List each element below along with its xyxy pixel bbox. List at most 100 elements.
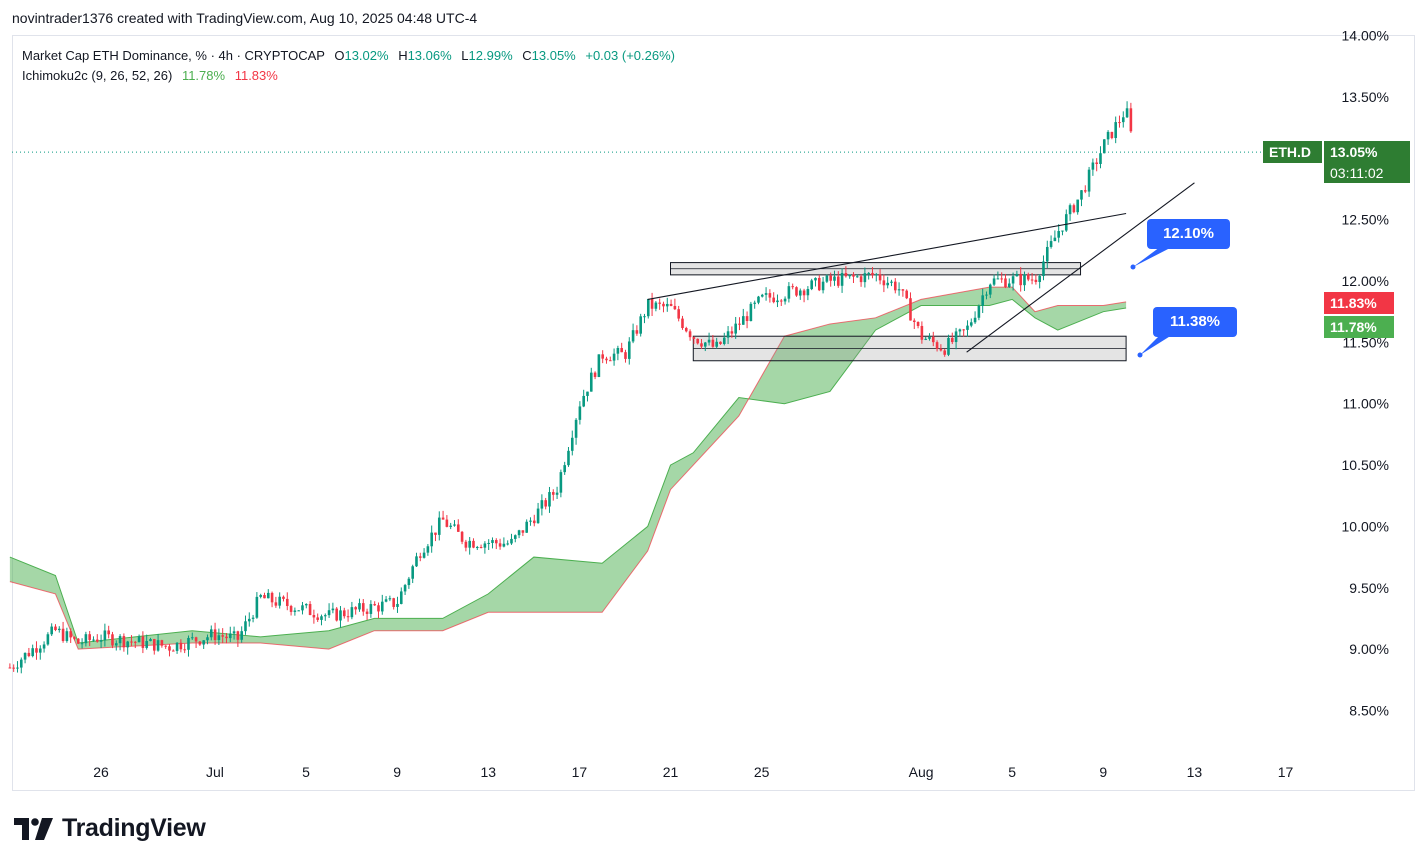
trendline-2: [966, 182, 1195, 353]
candle-body: [365, 611, 369, 614]
candle-body: [836, 276, 840, 286]
candle-body: [88, 634, 91, 640]
candle-body: [612, 353, 616, 361]
candle-body: [156, 640, 160, 651]
candle-body: [1023, 274, 1026, 286]
change-value: +0.03 (+0.26%): [585, 48, 675, 63]
candle-body: [958, 329, 962, 332]
candle-body: [977, 305, 981, 318]
candle-body: [920, 325, 924, 340]
chart-frame[interactable]: [12, 35, 1415, 791]
candle-body: [882, 280, 886, 286]
candle-body: [301, 605, 304, 611]
candle-body: [133, 641, 137, 643]
candle-body: [1064, 214, 1068, 231]
symbol-legend-row[interactable]: Market Cap ETH Dominance, % · 4h · CRYPT…: [22, 46, 675, 66]
candle-body: [867, 272, 870, 274]
candle-body: [916, 322, 920, 326]
x-tick-label: Aug: [909, 764, 934, 780]
candle-body: [114, 643, 118, 646]
candle-body: [924, 338, 927, 340]
candle-body: [285, 598, 289, 607]
candle-body: [335, 608, 338, 621]
candle-body: [1026, 274, 1030, 280]
candle-body: [688, 331, 692, 338]
candle-body: [95, 639, 99, 642]
candle-body: [597, 354, 601, 377]
candle-body: [373, 604, 376, 606]
candle-body: [973, 317, 977, 323]
candle-body: [38, 648, 42, 653]
candle-body: [1076, 199, 1079, 213]
candle-body: [202, 640, 205, 645]
candle-body: [46, 634, 50, 645]
candle-body: [810, 280, 813, 290]
candle-body: [738, 323, 741, 325]
candle-body: [863, 273, 867, 283]
callout-upper[interactable]: 12.10%: [1147, 219, 1230, 249]
candle-body: [1007, 283, 1011, 288]
candle-body: [1042, 261, 1045, 277]
close-label: C: [522, 48, 532, 63]
candle-body: [719, 341, 722, 344]
candle-body: [263, 595, 266, 599]
candle-body: [559, 472, 563, 493]
y-tick-label: 12.00%: [1342, 273, 1389, 289]
tradingview-logo[interactable]: TradingView: [14, 814, 206, 843]
candle-body: [225, 636, 228, 639]
candle-body: [76, 638, 80, 644]
candle-body: [814, 277, 817, 281]
candle-body: [567, 450, 570, 466]
candle-body: [806, 289, 810, 296]
candle-body: [270, 592, 274, 603]
candle-body: [757, 296, 760, 303]
candle-body: [909, 298, 912, 321]
candle-body: [1118, 122, 1121, 124]
y-tick-label: 10.00%: [1342, 518, 1389, 534]
candle-body: [1121, 117, 1125, 123]
callout-lower[interactable]: 11.38%: [1153, 307, 1237, 337]
candle-body: [472, 540, 475, 548]
candle-body: [878, 274, 882, 281]
candle-body: [213, 629, 217, 641]
candle-body: [31, 648, 34, 657]
candle-body: [893, 281, 897, 291]
candle-body: [103, 630, 107, 641]
x-tick-label: 21: [663, 764, 679, 780]
candle-body: [988, 284, 992, 295]
candle-body: [259, 595, 262, 597]
candle-body: [361, 603, 365, 612]
candle-body: [69, 631, 72, 638]
candle-body: [479, 547, 483, 549]
candle-body: [1061, 230, 1064, 232]
candle-body: [631, 330, 635, 342]
candle-body: [1091, 162, 1095, 170]
candle-body: [947, 337, 950, 355]
candle-body: [939, 348, 943, 351]
open-value: 13.02%: [344, 48, 389, 63]
candle-body: [1011, 276, 1015, 284]
candle-body: [320, 616, 323, 620]
candle-body: [852, 274, 855, 277]
candle-body: [160, 640, 164, 646]
x-tick-label: 5: [1008, 764, 1016, 780]
candle-body: [403, 585, 407, 592]
candle-body: [297, 610, 300, 612]
candle-body: [753, 302, 756, 304]
candle-body: [491, 540, 494, 543]
candle-body: [521, 530, 525, 533]
candle-body: [601, 354, 604, 359]
candle-body: [745, 316, 749, 322]
span-b-price-tag: 11.83%: [1324, 292, 1394, 314]
y-tick-label: 12.50%: [1342, 212, 1389, 228]
candle-body: [35, 648, 38, 653]
candle-body: [304, 604, 308, 606]
candle-body: [171, 650, 175, 652]
candle-body: [510, 538, 513, 544]
candle-body: [164, 645, 167, 647]
candle-body: [61, 628, 65, 641]
candle-body: [548, 492, 551, 507]
candle-body: [1087, 169, 1091, 192]
indicator-legend-row[interactable]: Ichimoku2c (9, 26, 52, 26) 11.78% 11.83%: [22, 66, 675, 86]
